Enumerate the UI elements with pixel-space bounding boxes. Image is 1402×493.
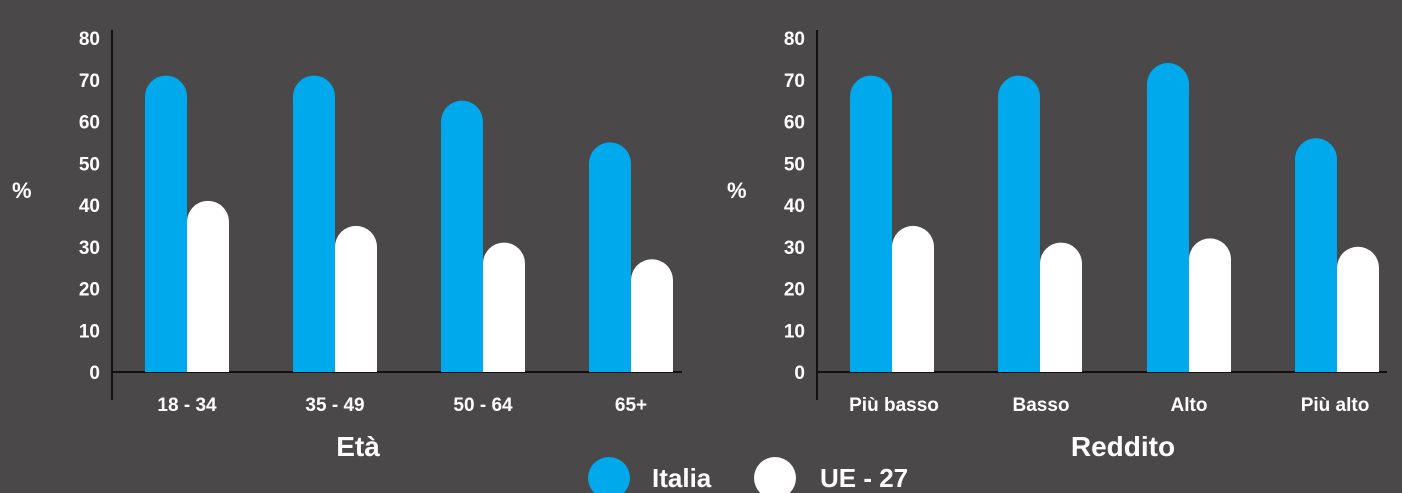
bar-italia bbox=[441, 101, 483, 372]
y-tick-label: 20 bbox=[784, 280, 805, 301]
y-tick-label: 30 bbox=[79, 238, 100, 259]
y-tick-label: 60 bbox=[79, 113, 100, 134]
y-tick-label: 10 bbox=[79, 321, 100, 342]
bar-italia bbox=[589, 142, 631, 372]
y-tick-label: 70 bbox=[784, 71, 805, 92]
y-tick-label: 80 bbox=[79, 29, 100, 50]
bar-italia bbox=[998, 76, 1040, 372]
bar-italia bbox=[1295, 138, 1337, 372]
x-tick-label: 65+ bbox=[615, 395, 647, 416]
chart-income: 0 10 20 30 40 50 60 70 80% Più basso Basso Alto Più … bbox=[727, 29, 1387, 462]
x-tick-label: 50 - 64 bbox=[453, 395, 513, 416]
x-axis-title: Reddito bbox=[1071, 431, 1175, 462]
bar-ue27 bbox=[187, 201, 229, 372]
y-tick-label: 50 bbox=[784, 154, 805, 175]
legend-label-ue27: UE - 27 bbox=[820, 463, 908, 493]
x-tick-label: Alto bbox=[1171, 395, 1208, 416]
legend: Italia UE - 27 bbox=[588, 457, 908, 493]
bar-ue27 bbox=[335, 226, 377, 372]
y-tick-label: 80 bbox=[784, 29, 805, 50]
bar-italia bbox=[1147, 63, 1189, 372]
y-tick-label: 40 bbox=[784, 196, 805, 217]
y-tick-label: 10 bbox=[784, 321, 805, 342]
x-axis-title: Età bbox=[336, 431, 380, 462]
legend-swatch-ue27 bbox=[754, 457, 796, 493]
y-tick-label: 0 bbox=[794, 363, 805, 384]
x-tick-label: Più alto bbox=[1301, 395, 1370, 416]
y-tick-label: 60 bbox=[784, 113, 805, 134]
x-tick-label: 35 - 49 bbox=[305, 395, 364, 416]
x-tick-label: Più basso bbox=[849, 395, 939, 416]
bar-ue27 bbox=[631, 259, 673, 372]
bar-italia bbox=[145, 76, 187, 372]
y-tick-label: 30 bbox=[784, 238, 805, 259]
y-axis-unit: % bbox=[12, 178, 32, 203]
bar-ue27 bbox=[1337, 247, 1379, 372]
bar-ue27 bbox=[892, 226, 934, 372]
y-tick-label: 20 bbox=[79, 280, 100, 301]
y-axis-unit: % bbox=[727, 178, 747, 203]
bar-ue27 bbox=[1040, 243, 1082, 372]
chart-age: 0 10 20 30 40 50 60 70 80% 18 - 34 35 - 49 50 - 64 6… bbox=[12, 29, 682, 462]
x-tick-label: 18 - 34 bbox=[157, 395, 217, 416]
legend-swatch-italia bbox=[588, 457, 630, 493]
y-tick-label: 40 bbox=[79, 196, 100, 217]
bar-italia bbox=[850, 76, 892, 372]
y-tick-label: 70 bbox=[79, 71, 100, 92]
x-tick-label: Basso bbox=[1012, 395, 1069, 416]
y-tick-label: 0 bbox=[89, 363, 100, 384]
bar-ue27 bbox=[483, 243, 525, 372]
y-tick-label: 50 bbox=[79, 154, 100, 175]
bar-ue27 bbox=[1189, 238, 1231, 372]
bar-italia bbox=[293, 76, 335, 372]
legend-label-italia: Italia bbox=[652, 463, 712, 493]
